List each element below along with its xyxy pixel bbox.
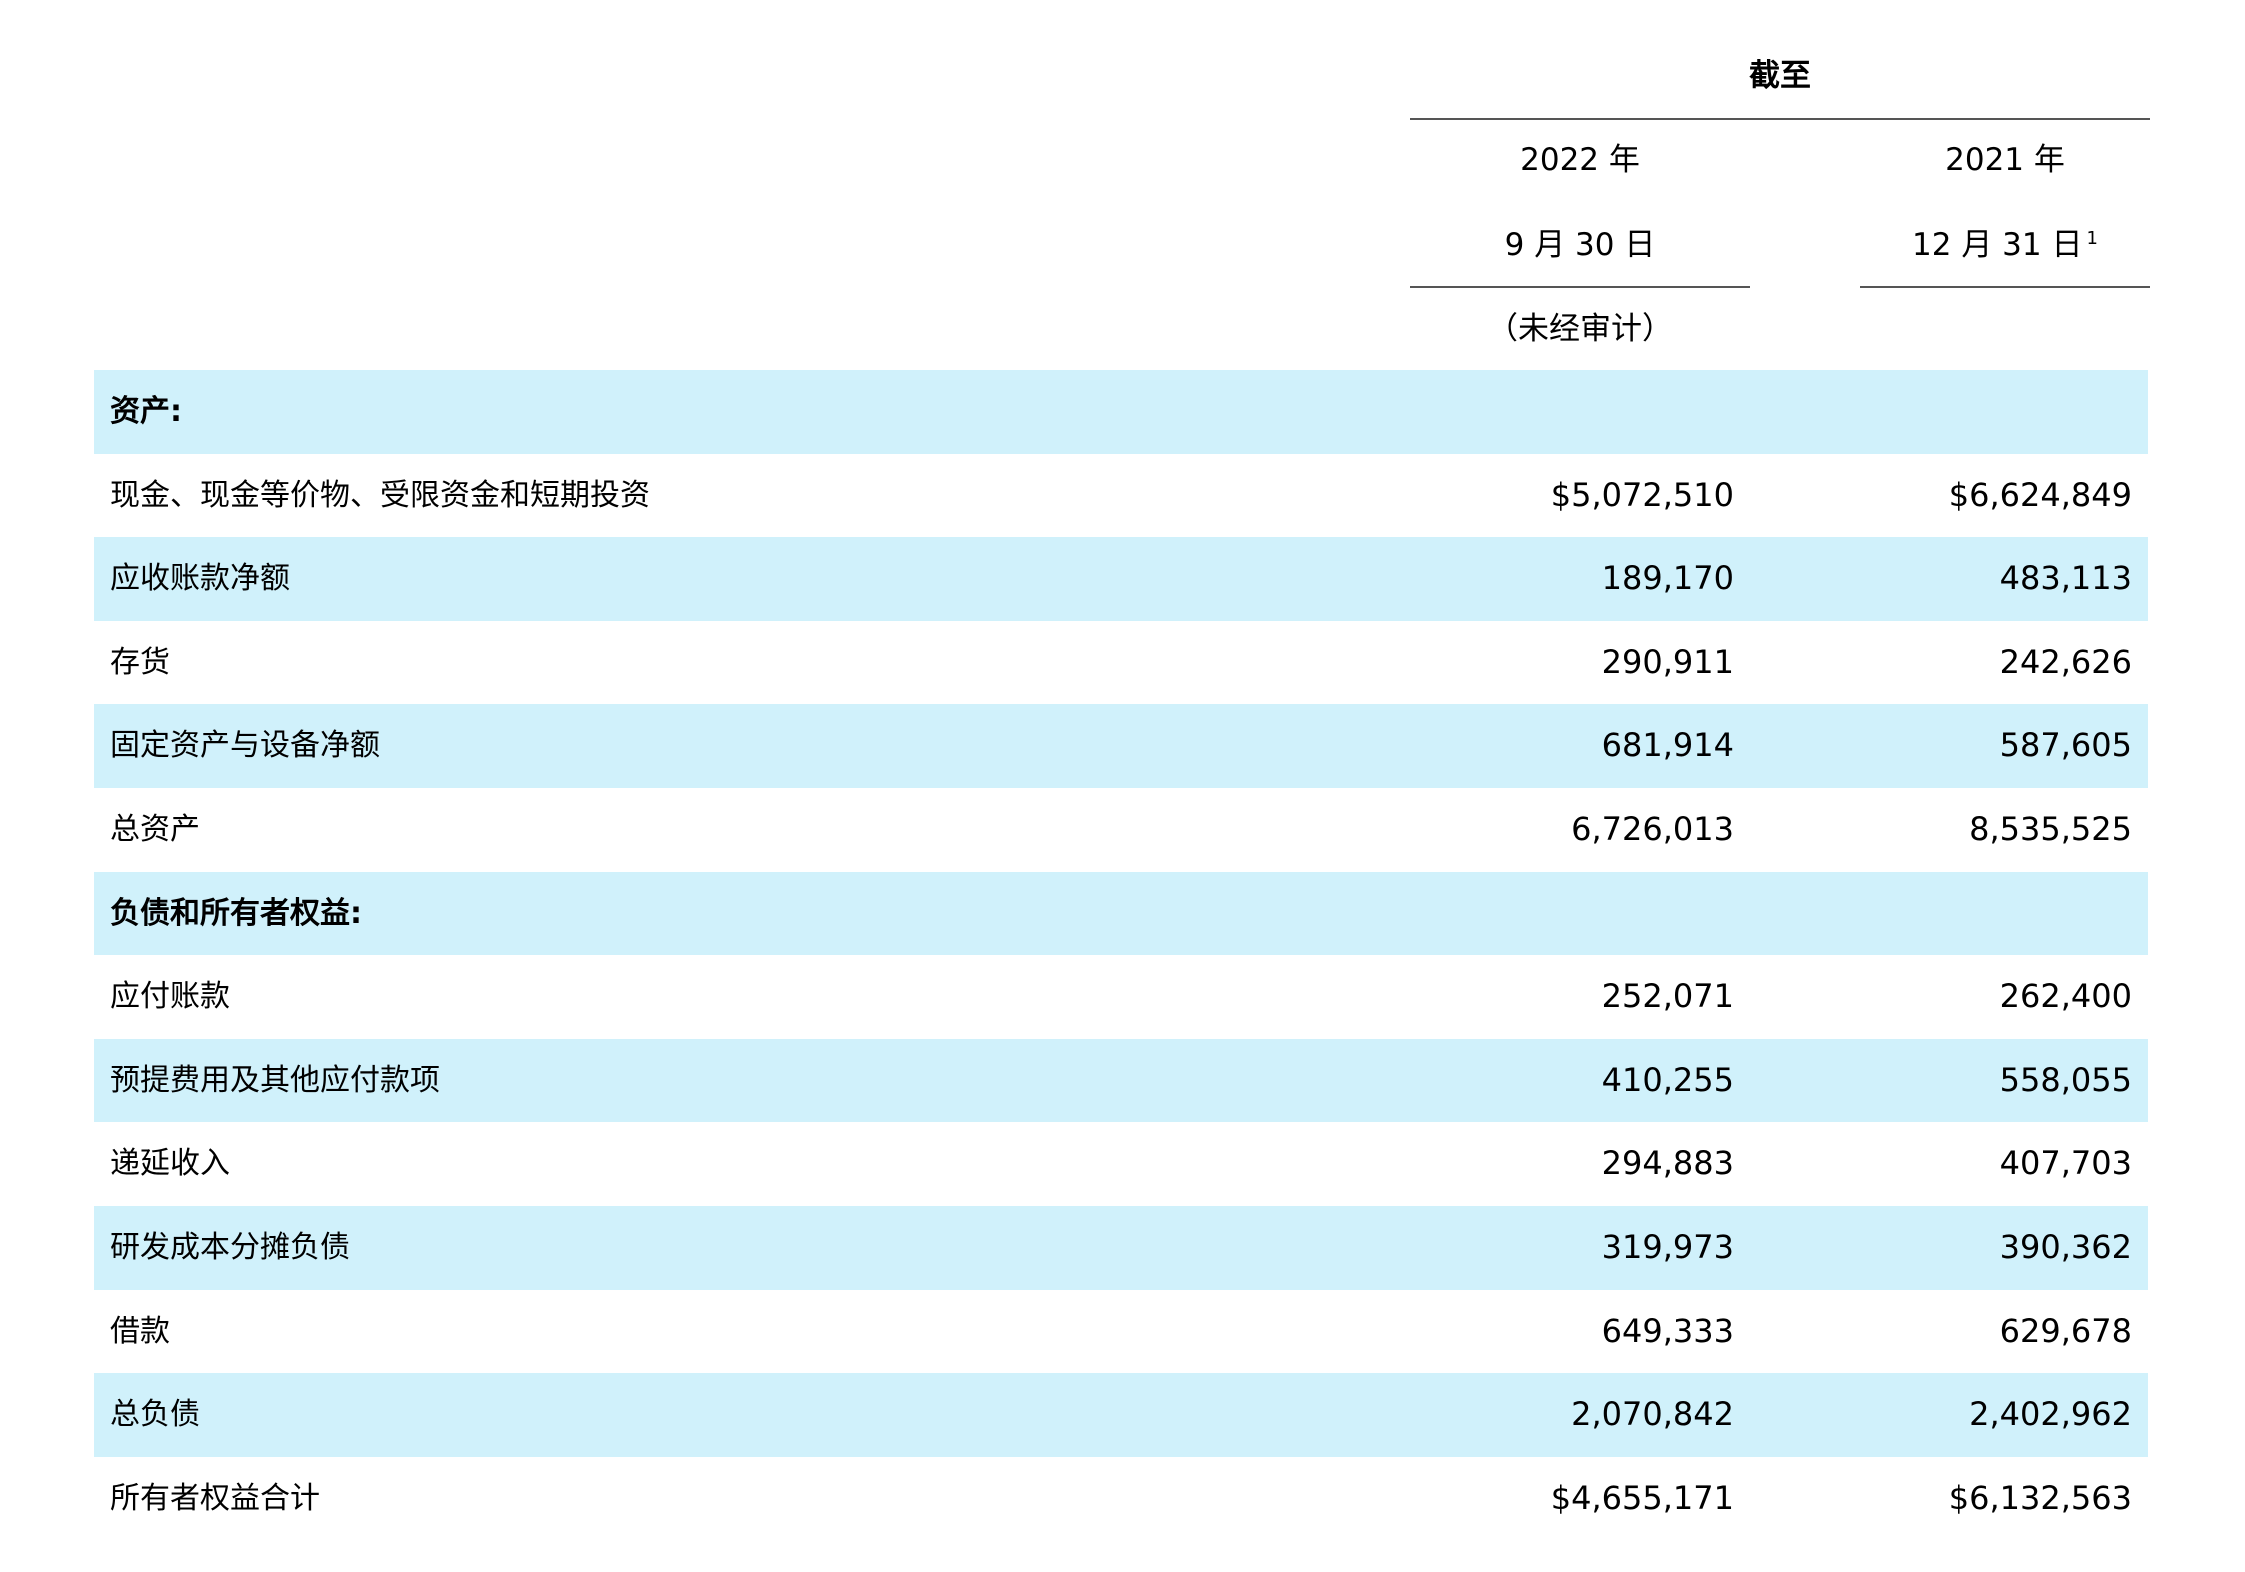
row-label: 递延收入 — [110, 1146, 230, 1182]
row-value-2021: 407,703 — [1999, 1144, 2132, 1183]
as-of-heading: 截至 — [1749, 58, 1811, 94]
row-label: 现金、现金等价物、受限资金和短期投资 — [110, 477, 650, 513]
row-label: 总资产 — [110, 811, 200, 847]
row-label: 借款 — [110, 1313, 170, 1349]
col1-year: 2022 年 — [1520, 142, 1640, 178]
row-label: 应付账款 — [110, 979, 230, 1015]
row-value-2021: 262,400 — [1999, 977, 2132, 1016]
row-value-2022: 319,973 — [1601, 1227, 1734, 1266]
row-value-2021: 2,402,962 — [1969, 1395, 2132, 1434]
row-value-2021: 242,626 — [1999, 642, 2132, 681]
table-row: 预提费用及其他应付款项 410,255 558,055 — [94, 1038, 2148, 1123]
table-row: 应收账款净额 189,170 483,113 — [94, 537, 2148, 621]
table-row-section-assets: 资产: — [94, 370, 2148, 454]
table-row: 存货 290,911 242,626 — [94, 621, 2148, 705]
table-row: 现金、现金等价物、受限资金和短期投资 $5,072,510 $6,624,849 — [94, 454, 2148, 538]
row-value-2021: 8,535,525 — [1969, 809, 2132, 848]
row-value-2021: 483,113 — [1999, 559, 2132, 598]
row-value-2022: 294,883 — [1601, 1144, 1734, 1183]
row-value-2021: 629,678 — [1999, 1311, 2132, 1350]
table-row-section-liabilities: 负债和所有者权益: — [94, 871, 2148, 956]
row-value-2021: $6,132,563 — [1948, 1478, 2132, 1517]
row-value-2022: 2,070,842 — [1571, 1395, 1734, 1434]
table-row: 借款 649,333 629,678 — [94, 1290, 2148, 1374]
col1-rule — [1410, 286, 1750, 288]
row-label: 应收账款净额 — [110, 561, 290, 597]
as-of-rule — [1410, 118, 2150, 120]
row-value-2021: 558,055 — [1999, 1060, 2132, 1099]
row-label: 资产: — [110, 394, 182, 429]
col1-date: 9 月 30 日 — [1504, 227, 1656, 263]
table-row: 递延收入 294,883 407,703 — [94, 1122, 2148, 1206]
row-value-2022: 681,914 — [1601, 726, 1734, 765]
col1-unaudited-note: （未经审计） — [1487, 311, 1673, 347]
row-value-2022: 189,170 — [1601, 559, 1734, 598]
row-label: 固定资产与设备净额 — [110, 728, 380, 764]
row-label: 存货 — [110, 644, 170, 680]
col2-date-text: 12 月 31 日 — [1912, 227, 2083, 263]
row-value-2022: $4,655,171 — [1550, 1478, 1734, 1517]
row-value-2021: $6,624,849 — [1948, 475, 2132, 514]
col2-footnote-marker: 1 — [2086, 227, 2098, 249]
row-label: 预提费用及其他应付款项 — [110, 1062, 440, 1098]
row-value-2022: 410,255 — [1601, 1060, 1734, 1099]
table-row: 研发成本分摊负债 319,973 390,362 — [94, 1205, 2148, 1290]
row-value-2022: 6,726,013 — [1571, 809, 1734, 848]
row-label: 所有者权益合计 — [110, 1480, 320, 1516]
table-row: 应付账款 252,071 262,400 — [94, 955, 2148, 1039]
row-value-2022: $5,072,510 — [1550, 475, 1734, 514]
table-row-total-liabilities: 总负债 2,070,842 2,402,962 — [94, 1373, 2148, 1457]
table-row-total-assets: 总资产 6,726,013 8,535,525 — [94, 788, 2148, 872]
row-label: 总负债 — [110, 1397, 200, 1433]
table-row-total-equity: 所有者权益合计 $4,655,171 $6,132,563 — [94, 1457, 2148, 1541]
col2-year: 2021 年 — [1945, 142, 2065, 178]
row-label: 负债和所有者权益: — [110, 895, 362, 931]
row-label: 研发成本分摊负债 — [110, 1229, 350, 1265]
row-value-2021: 390,362 — [1999, 1227, 2132, 1266]
table-row: 固定资产与设备净额 681,914 587,605 — [94, 704, 2148, 788]
row-value-2021: 587,605 — [1999, 726, 2132, 765]
row-value-2022: 649,333 — [1601, 1311, 1734, 1350]
row-value-2022: 290,911 — [1601, 642, 1734, 681]
row-value-2022: 252,071 — [1601, 977, 1734, 1016]
col2-rule — [1860, 286, 2150, 288]
balance-table: 资产: 现金、现金等价物、受限资金和短期投资 $5,072,510 $6,624… — [94, 370, 2148, 1540]
